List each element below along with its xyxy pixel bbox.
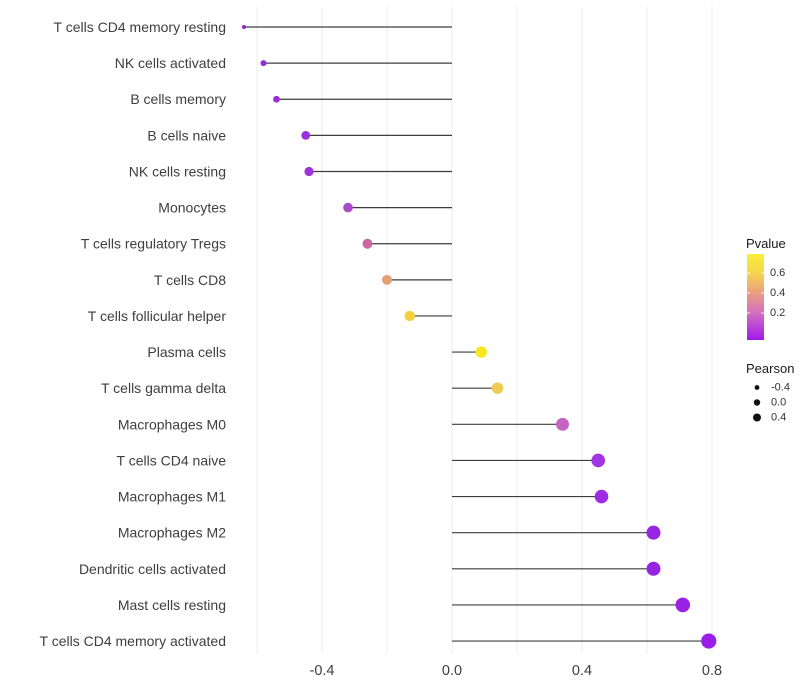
lollipop-dot	[475, 346, 487, 358]
y-axis-label: B cells memory	[130, 91, 226, 107]
y-axis-label: Plasma cells	[147, 344, 226, 360]
lollipop-dot	[242, 25, 246, 29]
y-axis-label: B cells naive	[147, 127, 226, 143]
lollipop-dot	[556, 417, 569, 431]
y-axis-label: Macrophages M0	[118, 416, 226, 432]
lollipop-dot	[646, 561, 661, 576]
lollipop-dot	[594, 489, 609, 504]
pearson-legend-dot	[753, 399, 761, 406]
y-axis-label: Macrophages M1	[118, 489, 226, 505]
lollipop-dot	[343, 202, 353, 213]
x-axis-tick-label: -0.4	[310, 663, 335, 679]
pearson-legend-item-label: -0.4	[771, 382, 790, 394]
lollipop-dot	[491, 382, 504, 395]
pvalue-legend-tick-label: 0.4	[770, 287, 785, 299]
y-axis-label: Mast cells resting	[118, 597, 226, 613]
lollipop-dot	[301, 130, 311, 140]
pearson-legend-item-label: 0.4	[771, 412, 786, 424]
lollipop-dot	[273, 95, 280, 103]
y-axis-label: T cells CD4 memory activated	[40, 633, 226, 649]
pvalue-colorbar	[747, 254, 764, 340]
lollipop-dot	[675, 597, 691, 613]
lollipop-dot	[646, 525, 661, 540]
pvalue-legend-tick-label: 0.2	[770, 307, 785, 319]
x-axis-tick-label: 0.0	[442, 663, 462, 679]
x-axis-tick-label: 0.4	[572, 663, 592, 679]
y-axis-label: NK cells activated	[115, 55, 226, 71]
pearson-legend-title: Pearson	[746, 361, 794, 376]
lollipop-dot	[304, 166, 314, 177]
y-axis-label: T cells CD8	[154, 272, 226, 288]
y-axis-label: T cells CD4 memory resting	[54, 19, 226, 35]
lollipop-dot	[362, 238, 373, 249]
lollipop-dot	[260, 60, 267, 67]
pearson-legend-dot	[754, 385, 760, 390]
y-axis-label: Monocytes	[158, 200, 226, 216]
pvalue-legend-title: Pvalue	[746, 236, 786, 251]
y-axis-label: NK cells resting	[129, 163, 226, 179]
y-axis-label: T cells follicular helper	[88, 308, 227, 324]
y-axis-label: T cells CD4 naive	[117, 452, 227, 468]
lollipop-dot	[591, 453, 606, 468]
pearson-legend-item-label: 0.0	[771, 397, 786, 409]
y-axis-label: T cells regulatory Tregs	[81, 236, 226, 252]
pearson-legend-dot	[753, 413, 761, 422]
y-axis-label: Dendritic cells activated	[79, 561, 226, 577]
pvalue-legend-tick-label: 0.6	[770, 267, 785, 279]
lollipop-dot	[404, 310, 415, 322]
x-axis-tick-label: 0.8	[702, 663, 722, 679]
y-axis-label: Macrophages M2	[118, 525, 226, 541]
lollipop-dot	[382, 274, 392, 285]
lollipop-dot	[701, 633, 717, 649]
y-axis-label: T cells gamma delta	[101, 380, 226, 396]
